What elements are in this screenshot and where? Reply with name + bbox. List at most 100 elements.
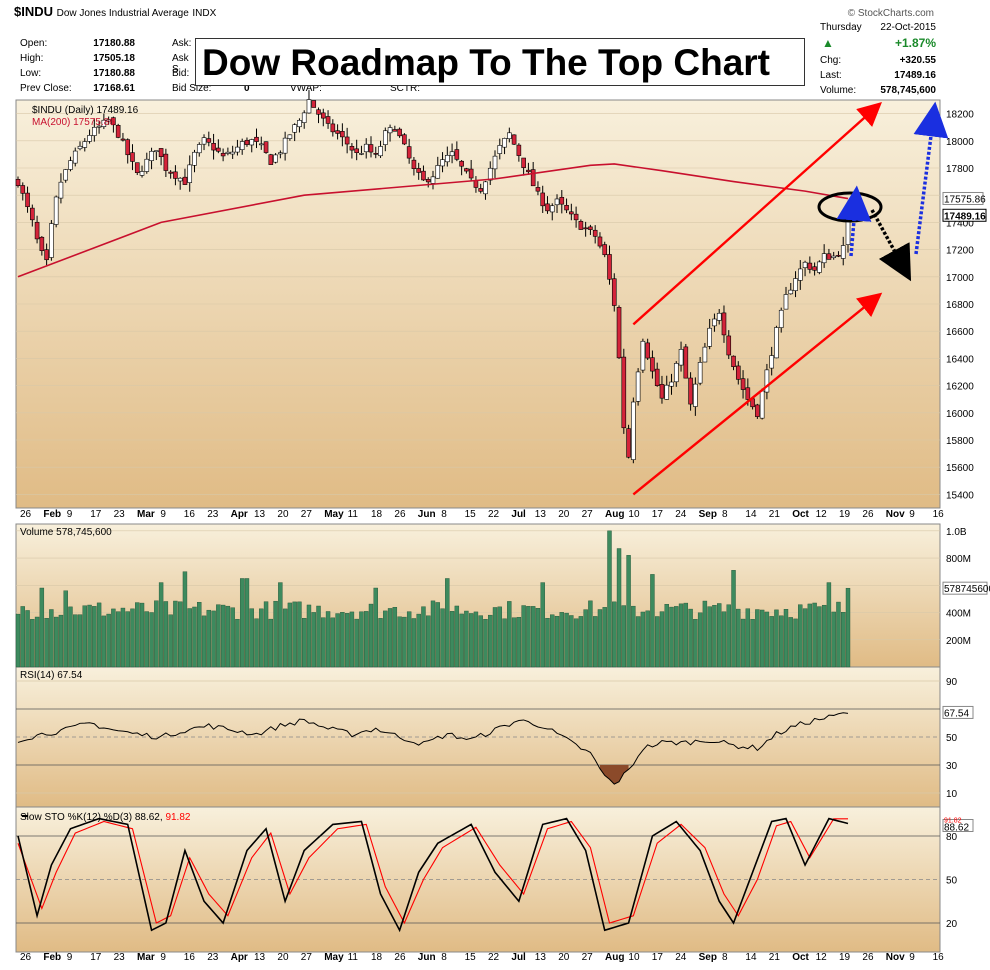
candle (731, 355, 736, 367)
candle (430, 176, 436, 184)
candle (378, 146, 383, 157)
volume-bar (335, 613, 340, 668)
volume-label: Volume: (820, 85, 857, 96)
x-tick-label: 21 (769, 952, 781, 963)
volume-bar (459, 613, 464, 668)
candle (416, 168, 421, 173)
candle (716, 312, 722, 321)
volume-bar (278, 582, 283, 668)
candle (573, 213, 579, 221)
volume-bar (616, 548, 622, 668)
ask-label: Ask: (172, 38, 192, 49)
candle (726, 335, 732, 356)
candle (473, 180, 479, 188)
volume-bar (683, 602, 689, 668)
x-tick-label: 18 (371, 952, 383, 963)
volume-bar (693, 619, 698, 668)
change-pct: +1.87% (894, 36, 936, 50)
candle (187, 164, 193, 183)
volume-bar (25, 610, 30, 668)
x-tick-label: 18 (371, 509, 383, 520)
volume-bar (96, 602, 102, 668)
candle (192, 151, 197, 166)
candle (440, 159, 445, 167)
low-value: 17180.88 (93, 68, 135, 79)
x-tick-label: 13 (535, 509, 547, 520)
candle (831, 255, 836, 258)
candle (755, 404, 760, 417)
x-tick-label: Aug (605, 952, 624, 963)
candle (120, 138, 126, 141)
date-day: Thursday (820, 22, 862, 33)
candle (445, 155, 450, 163)
x-tick-label: 14 (745, 509, 757, 520)
volume-bar (125, 611, 130, 668)
volume-bar (717, 603, 722, 668)
volume-bar (588, 600, 593, 668)
last-value-label: 17489.16 (944, 211, 986, 222)
candle (616, 307, 622, 359)
volume-bar (426, 615, 431, 668)
x-tick-label: Mar (137, 952, 155, 963)
volume-bar (640, 611, 646, 668)
candle (516, 144, 522, 156)
x-tick-label: 23 (207, 509, 219, 520)
price-tick-label: 18200 (946, 110, 974, 121)
candle (836, 255, 841, 257)
volume-bar (845, 587, 851, 668)
candle (783, 294, 789, 310)
volume-bar (521, 605, 526, 668)
volume-bar (268, 618, 274, 668)
volume-bar (34, 616, 40, 668)
volume-last-box (942, 581, 988, 595)
volume-bar (564, 612, 569, 668)
x-tick-label: 17 (90, 952, 102, 963)
volume-bar (621, 605, 627, 668)
candle (139, 171, 145, 176)
x-tick-label: 19 (839, 509, 851, 520)
credit-text: © StockCharts.com (847, 8, 934, 19)
x-tick-label: 13 (254, 509, 266, 520)
volume-bar (602, 607, 607, 668)
candle (464, 168, 469, 172)
candle (206, 138, 212, 143)
candle (368, 144, 374, 153)
candle (554, 198, 560, 206)
rsi-last-label: 67.54 (944, 708, 969, 719)
volume-bar (688, 608, 693, 668)
candle (68, 160, 73, 170)
candle (802, 261, 808, 269)
volume-bar (364, 611, 369, 668)
volume-bar (154, 600, 159, 668)
candle (559, 196, 565, 205)
candle (745, 387, 751, 400)
ma200-line (17, 163, 849, 278)
volume-tick-label: 200M (946, 636, 971, 647)
volume-bar (817, 606, 822, 668)
x-tick-label: 9 (909, 509, 915, 520)
x-tick-label: 17 (652, 509, 664, 520)
rsi-tick-label: 10 (946, 789, 958, 800)
volume-bar (120, 607, 126, 668)
x-tick-label: 13 (535, 952, 547, 963)
blue-dotted-arrow-long (913, 101, 949, 255)
candle (468, 168, 474, 179)
candle (44, 249, 49, 261)
candle (621, 356, 627, 429)
candle (273, 154, 278, 163)
volume-bar (235, 619, 240, 668)
candle (335, 130, 340, 134)
x-tick-label: Jun (418, 952, 436, 963)
high-label: High: (20, 53, 44, 64)
x-tick-label: 22 (488, 509, 500, 520)
x-tick-label: Jul (511, 952, 526, 963)
candle (411, 159, 417, 169)
x-tick-label: 8 (441, 509, 447, 520)
candle (58, 181, 64, 199)
open-label: Open: (20, 38, 48, 49)
volume-bar (216, 604, 221, 668)
volume-bar (263, 601, 269, 668)
volume-bar (669, 606, 674, 668)
volume-bar (273, 600, 278, 668)
